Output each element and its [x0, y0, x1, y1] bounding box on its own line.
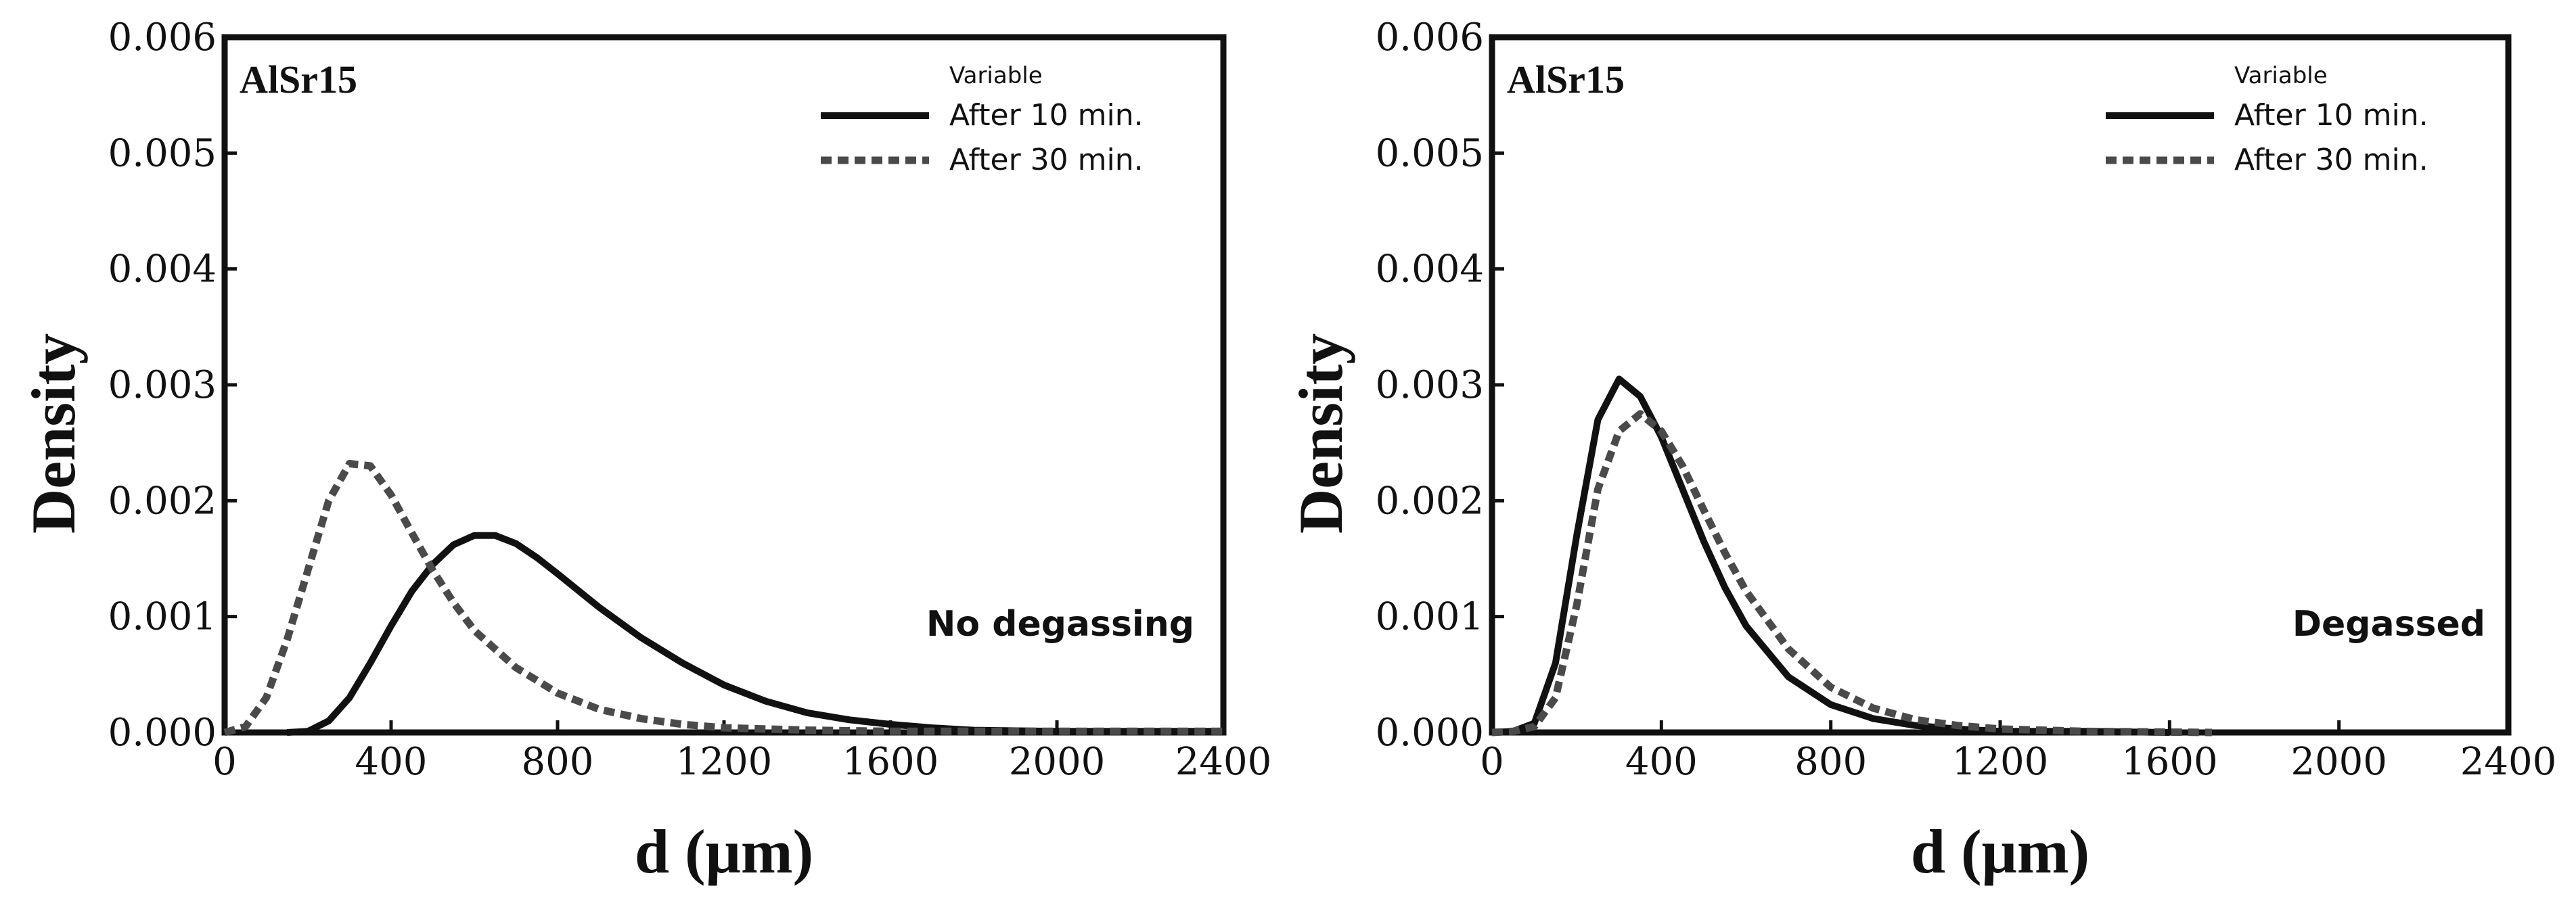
x-tick-label: 0	[212, 740, 237, 784]
y-tick-label: 0.006	[108, 16, 217, 60]
y-axis-title: Density	[1286, 333, 1355, 534]
x-tick-label: 2400	[1175, 740, 1272, 784]
y-tick-label: 0.001	[108, 595, 217, 639]
series-line-after-10-min	[287, 532, 1223, 736]
x-tick-label: 1600	[2121, 740, 2218, 784]
y-axis-title: Density	[19, 333, 88, 534]
legend-entry-label: After 30 min.	[949, 143, 1144, 177]
y-tick-label: 0.002	[108, 479, 217, 523]
x-tick-label: 1200	[676, 740, 773, 784]
y-tick-label: 0.004	[1376, 248, 1484, 292]
series-line-after-30-min	[1491, 410, 2212, 737]
x-tick-label: 1200	[1952, 740, 2049, 784]
x-tick-label: 2400	[2460, 740, 2557, 784]
x-axis-title: d (μm)	[1911, 817, 2089, 886]
y-tick-label: 0.000	[108, 711, 217, 755]
y-tick-label: 0.002	[1376, 479, 1484, 523]
y-tick-label: 0.001	[1376, 595, 1484, 639]
alloy-label: AlSr15	[240, 57, 357, 101]
x-tick-label: 400	[1625, 740, 1698, 784]
condition-label: No degassing	[926, 604, 1194, 645]
legend-entry-label: After 10 min.	[2234, 98, 2428, 133]
x-tick-label: 400	[355, 740, 428, 784]
chart-degassed: 0.000 0.001 0.002 0.003 0.004 0.005 0.006 0 400 8…	[1286, 16, 2556, 886]
condition-label: Degassed	[2292, 604, 2485, 645]
y-tick-label: 0.000	[1376, 711, 1484, 755]
x-axis-title: d (μm)	[635, 817, 813, 886]
legend-title: Variable	[2234, 62, 2328, 89]
x-tick-label: 0	[1480, 740, 1504, 784]
legend-entry-label: After 30 min.	[2234, 143, 2428, 177]
alloy-label: AlSr15	[1507, 57, 1625, 101]
x-tick-label: 2000	[2290, 740, 2387, 784]
y-tick-label: 0.005	[1376, 131, 1484, 175]
y-tick-label: 0.005	[108, 131, 217, 175]
legend-entry-label: After 10 min.	[949, 98, 1144, 133]
x-tick-label: 800	[1794, 740, 1867, 784]
y-tick-label: 0.003	[1376, 363, 1484, 407]
chart-no-degassing: 0.000 0.001 0.002 0.003 0.004 0.005 0.006 0 400 8…	[19, 16, 1271, 886]
y-tick-label: 0.003	[108, 363, 217, 407]
y-tick-label: 0.004	[108, 248, 217, 292]
y-tick-label: 0.006	[1376, 16, 1484, 60]
x-tick-label: 1600	[842, 740, 939, 784]
x-tick-label: 800	[522, 740, 594, 784]
x-tick-label: 2000	[1009, 740, 1106, 784]
legend-title: Variable	[949, 62, 1043, 89]
series-line-after-10-min	[1491, 375, 2170, 736]
